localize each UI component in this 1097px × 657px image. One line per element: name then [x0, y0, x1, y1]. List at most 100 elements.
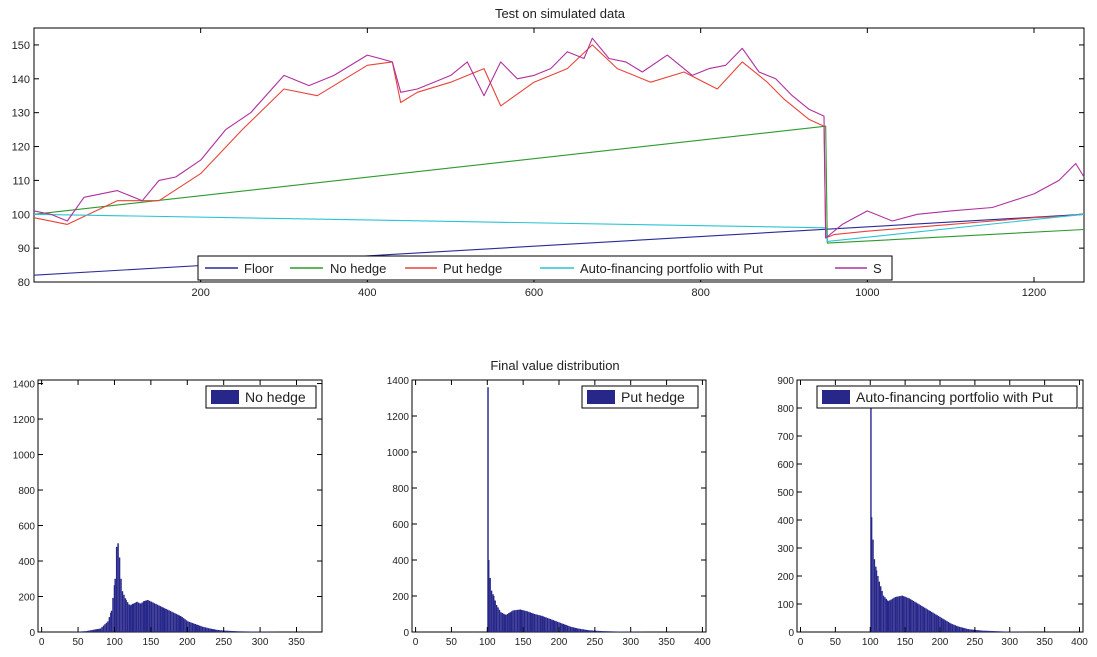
hist-xtick-label: 250 — [215, 637, 232, 648]
hist-xtick-label: 50 — [72, 637, 84, 648]
histogram-bar — [160, 606, 161, 632]
histogram-bar — [530, 612, 531, 632]
histogram-bar — [127, 602, 128, 632]
histogram-bar — [503, 614, 504, 632]
histogram-bar — [96, 629, 97, 632]
histogram-bar — [179, 615, 180, 632]
histogram-bar — [962, 628, 963, 632]
hist-ytick-label: 800 — [777, 404, 794, 415]
histogram-bar — [170, 611, 171, 632]
hist-ytick-label: 1400 — [387, 376, 410, 387]
histogram-bar — [176, 614, 177, 632]
histogram-bar — [953, 625, 954, 632]
histogram-bar — [168, 610, 169, 632]
hist-xtick-label: 150 — [515, 637, 532, 648]
legend-label-no-hedge: No hedge — [330, 261, 386, 276]
histogram-bar — [225, 631, 226, 632]
histogram-bar — [129, 605, 130, 632]
histogram-bar — [571, 627, 572, 632]
hist-xtick-label: 400 — [694, 637, 711, 648]
histogram-bar — [184, 619, 185, 632]
histogram-bar — [872, 540, 873, 632]
top-xtick-label: 800 — [691, 287, 709, 299]
histogram-bar — [140, 604, 141, 632]
legend-label-floor: Floor — [244, 261, 274, 276]
histogram-bar — [994, 631, 995, 632]
histogram-bar — [120, 579, 121, 632]
histogram-bar — [960, 627, 961, 632]
histogram-bar — [97, 629, 98, 632]
histogram-bar — [561, 623, 562, 632]
histogram-bar — [959, 627, 960, 632]
histogram-bar — [157, 605, 158, 632]
hist-ytick-label: 800 — [392, 484, 409, 495]
histogram-bar — [238, 631, 239, 632]
histogram-bar — [896, 597, 897, 632]
histogram-bar — [116, 547, 117, 632]
histogram-bar — [899, 596, 900, 632]
histogram-bar — [250, 631, 251, 632]
histogram-bar — [564, 624, 565, 632]
histogram-bar — [592, 630, 593, 632]
hist-xtick-label: 50 — [830, 637, 842, 648]
hist-xtick-label: 200 — [179, 637, 196, 648]
histogram-bar — [502, 613, 503, 632]
hist-xtick-label: 400 — [1071, 637, 1088, 648]
histogram-bar — [554, 621, 555, 632]
histogram-bar — [144, 601, 145, 632]
histogram-bar — [583, 629, 584, 632]
histogram-bar — [543, 616, 544, 632]
histogram-bar — [589, 630, 590, 632]
histogram-bar — [581, 629, 582, 632]
histogram-bar — [109, 617, 110, 632]
histogram-bar — [895, 597, 896, 632]
legend-swatch-no-hedge-hist — [211, 390, 239, 404]
histogram-bar — [235, 631, 236, 632]
histogram-bar — [494, 601, 495, 633]
histogram-bar — [101, 627, 102, 632]
histogram-bar — [892, 599, 893, 632]
hist-ytick-label: 700 — [777, 432, 794, 443]
histogram-bar — [574, 628, 575, 632]
hist-xtick-label: 350 — [288, 637, 305, 648]
histogram-bar — [215, 630, 216, 632]
histogram-bar — [500, 612, 501, 632]
hist-ytick-label: 1200 — [13, 415, 36, 426]
histogram-bar — [237, 631, 238, 632]
histogram-bar — [577, 628, 578, 632]
histogram-bar — [999, 631, 1000, 632]
histogram-bar — [94, 630, 95, 632]
histogram-bar — [248, 631, 249, 632]
histogram-bar — [141, 603, 142, 632]
histogram-bar — [550, 619, 551, 632]
histogram-bar — [893, 598, 894, 632]
hist-xtick-label: 0 — [413, 637, 419, 648]
hist-no-hedge-axes — [38, 380, 322, 632]
histogram-bar — [616, 631, 617, 632]
histogram-bar — [904, 597, 905, 632]
top-xtick-label: 200 — [191, 287, 209, 299]
histogram-bar — [969, 629, 970, 632]
histogram-bar — [972, 630, 973, 632]
histogram-bar — [897, 596, 898, 632]
histogram-bar — [551, 620, 552, 632]
histogram-bar — [130, 605, 131, 632]
histogram-bar — [611, 631, 612, 632]
histogram-bar — [553, 620, 554, 632]
histogram-bar — [586, 630, 587, 632]
histogram-bar — [535, 614, 536, 632]
hist-ytick-label: 600 — [777, 460, 794, 471]
histogram-bar — [941, 618, 942, 632]
histogram-bar — [987, 631, 988, 632]
histogram-bar — [1003, 631, 1004, 632]
histogram-bar — [508, 613, 509, 632]
histogram-bar — [996, 631, 997, 632]
histogram-bar — [910, 599, 911, 632]
histogram-bar — [528, 612, 529, 632]
histogram-bar — [871, 517, 872, 632]
histogram-bar — [907, 598, 908, 632]
top-chart-legend: Floor No hedge Put hedge Auto-financing … — [198, 256, 892, 280]
histogram-bar — [541, 616, 542, 632]
legend-swatch-put-hedge-hist — [587, 390, 615, 404]
hist-xtick-label: 350 — [1036, 637, 1053, 648]
